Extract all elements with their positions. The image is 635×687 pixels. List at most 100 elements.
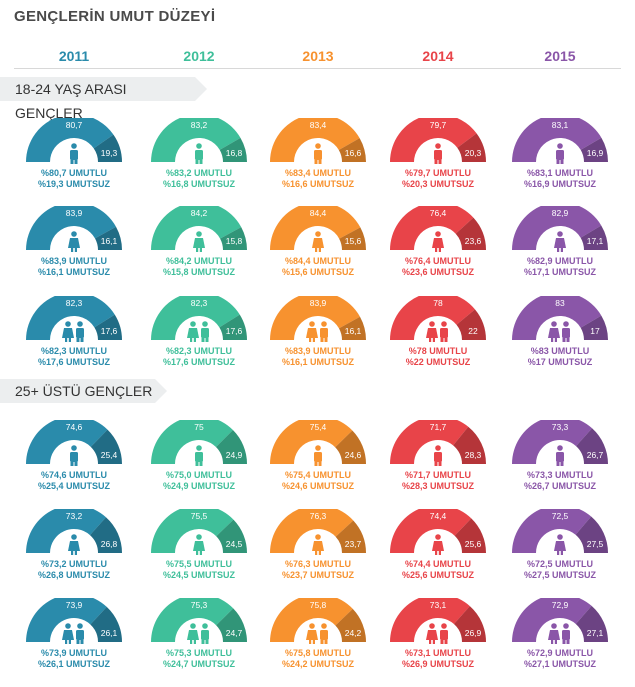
hopeless-text: %26,8 UMUTSUZ	[37, 570, 110, 580]
gauge-cell: 83,1 16,9 %83,1 UMUTLU %16,9 UMUTSUZ	[508, 118, 612, 200]
gauge-chart: 72,9 27,1	[512, 598, 608, 644]
gauge-hopeless-segment	[94, 226, 122, 250]
gauge-hopeless-segment	[335, 430, 366, 464]
couple-icon	[187, 623, 209, 644]
hopeless-text: %16,6 UMUTSUZ	[281, 179, 354, 189]
hopeful-value-label: 76,3	[310, 511, 327, 521]
hopeless-text: %15,8 UMUTSUZ	[162, 267, 235, 277]
hopeless-value-label: 16,1	[345, 326, 362, 336]
hopeless-text: %24,5 UMUTSUZ	[162, 570, 235, 580]
gauge-hopeless-segment	[580, 315, 608, 340]
section-tab-25-plus: 25+ ÜSTÜ GENÇLER	[0, 379, 167, 403]
hopeful-value-label: 74,4	[430, 511, 447, 521]
hopeless-value-label: 26,8	[101, 539, 118, 549]
hopeless-value-label: 19,3	[101, 148, 118, 158]
gauge-hopeless-segment	[338, 316, 366, 340]
gauge-cell: 72,5 27,5 %72,5 UMUTLU %27,5 UMUTSUZ	[508, 509, 612, 591]
gauge-hopeful-segment	[151, 296, 240, 340]
gauge-cell: 75 24,9 %75,0 UMUTLU %24,9 UMUTSUZ	[147, 420, 251, 502]
gauge-hopeful-segment	[512, 420, 593, 464]
gauge-cell: 82,3 17,6 %82,3 UMUTLU %17,6 UMUTSUZ	[147, 296, 251, 378]
hopeless-value-label: 23,7	[345, 539, 362, 549]
hopeless-text: %17,6 UMUTSUZ	[37, 357, 110, 367]
hopeless-text: %26,1 UMUTSUZ	[37, 659, 110, 669]
hopeless-value-label: 24,2	[345, 628, 362, 638]
couple-icon	[62, 623, 84, 644]
gauge-hopeless-segment	[455, 217, 486, 250]
gauge-hopeful-segment	[270, 598, 353, 642]
hopeful-value-label: 83,2	[191, 120, 208, 130]
gauge-chart: 75,4 24,6	[270, 420, 366, 466]
hopeless-value-label: 22	[468, 326, 478, 336]
hopeless-value-label: 17,1	[587, 236, 604, 246]
hopeful-text: %78 UMUTLU	[408, 346, 468, 356]
couple-icon	[62, 321, 84, 342]
hopeless-text: %23,7 UMUTSUZ	[281, 570, 354, 580]
gauge-hopeful-segment	[512, 296, 602, 340]
year-label-2012: 2012	[183, 48, 215, 64]
male-icon	[195, 445, 203, 466]
hopeful-text: %83 UMUTLU	[530, 346, 590, 356]
gauge-hopeless-segment	[216, 608, 247, 642]
hopeless-text: %27,5 UMUTSUZ	[523, 570, 596, 580]
hopeless-text: %25,6 UMUTSUZ	[401, 570, 474, 580]
hopeless-value-label: 20,3	[465, 148, 482, 158]
hopeful-value-label: 84,2	[191, 208, 208, 218]
hopeful-text: %75,0 UMUTLU	[165, 470, 232, 480]
hopeless-value-label: 15,8	[226, 236, 243, 246]
hopeful-value-label: 75,8	[310, 600, 327, 610]
hopeless-value-label: 27,5	[587, 539, 604, 549]
hopeful-text: %83,4 UMUTLU	[284, 168, 351, 178]
gauge-hopeful-segment	[390, 296, 475, 340]
gauge-hopeful-segment	[151, 598, 234, 642]
hopeless-text: %20,3 UMUTSUZ	[401, 179, 474, 189]
male-icon	[434, 143, 442, 164]
hopeful-text: %73,1 UMUTLU	[404, 648, 471, 658]
gauge-cell: 72,9 27,1 %72,9 UMUTLU %27,1 UMUTSUZ	[508, 598, 612, 680]
gauge-hopeful-segment	[390, 598, 470, 642]
gauge-hopeless-segment	[220, 227, 247, 250]
female-icon	[68, 231, 80, 252]
gauge-hopeless-segment	[335, 608, 366, 642]
year-label-2011: 2011	[58, 48, 90, 64]
gauge-hopeless-segment	[575, 516, 608, 553]
gauge-chart: 83,4 16,6	[270, 118, 366, 164]
gauge-chart: 71,7 28,3	[390, 420, 486, 466]
gauge-hopeless-segment	[216, 519, 247, 553]
gauge-cell: 82,3 17,6 %82,3 UMUTLU %17,6 UMUTSUZ	[22, 296, 126, 378]
hopeful-text: %75,3 UMUTLU	[165, 648, 232, 658]
hopeful-value-label: 75	[194, 422, 204, 432]
hopeless-value-label: 17,6	[101, 326, 118, 336]
hopeful-value-label: 74,6	[66, 422, 83, 432]
gauge-chart: 74,4 25,6	[390, 509, 486, 555]
gauge-cell: 83,9 16,1 %83,9 UMUTLU %16,1 UMUTSUZ	[22, 206, 126, 288]
hopeless-text: %17,1 UMUTSUZ	[523, 267, 596, 277]
gauge-hopeful-segment	[390, 118, 477, 162]
gauge-cell: 73,3 26,7 %73,3 UMUTLU %26,7 UMUTSUZ	[508, 420, 612, 502]
gauge-chart: 75 24,9	[151, 420, 247, 466]
gauge-hopeful-segment	[270, 118, 360, 162]
gauge-hopeless-segment	[453, 606, 486, 642]
gauge-hopeless-segment	[335, 520, 366, 553]
gauge-chart: 73,1 26,9	[390, 598, 486, 644]
hopeless-text: %24,7 UMUTSUZ	[162, 659, 235, 669]
gauge-cell: 75,3 24,7 %75,3 UMUTLU %24,7 UMUTSUZ	[147, 598, 251, 680]
hopeful-text: %82,9 UMUTLU	[526, 256, 593, 266]
hopeful-text: %72,5 UMUTLU	[526, 559, 593, 569]
gauge-cell: 75,4 24,6 %75,4 UMUTLU %24,6 UMUTSUZ	[266, 420, 370, 502]
gauge-hopeful-segment	[26, 296, 115, 340]
hopeless-text: %24,9 UMUTSUZ	[162, 481, 235, 491]
gauge-hopeless-segment	[338, 138, 366, 162]
hopeful-text: %74,4 UMUTLU	[404, 559, 471, 569]
hopeless-value-label: 16,1	[101, 236, 118, 246]
hopeful-value-label: 82,3	[66, 298, 83, 308]
female-icon	[312, 231, 324, 252]
hopeless-value-label: 15,6	[345, 236, 362, 246]
section-tab-18-24: 18-24 YAŞ ARASI GENÇLER	[0, 77, 207, 121]
male-icon	[70, 143, 78, 164]
gauge-chart: 73,2 26,8	[26, 509, 122, 555]
gauge-hopeful-segment	[390, 509, 472, 553]
hopeful-text: %83,2 UMUTLU	[165, 168, 232, 178]
male-icon	[314, 445, 322, 466]
gauge-hopeful-segment	[512, 598, 592, 642]
